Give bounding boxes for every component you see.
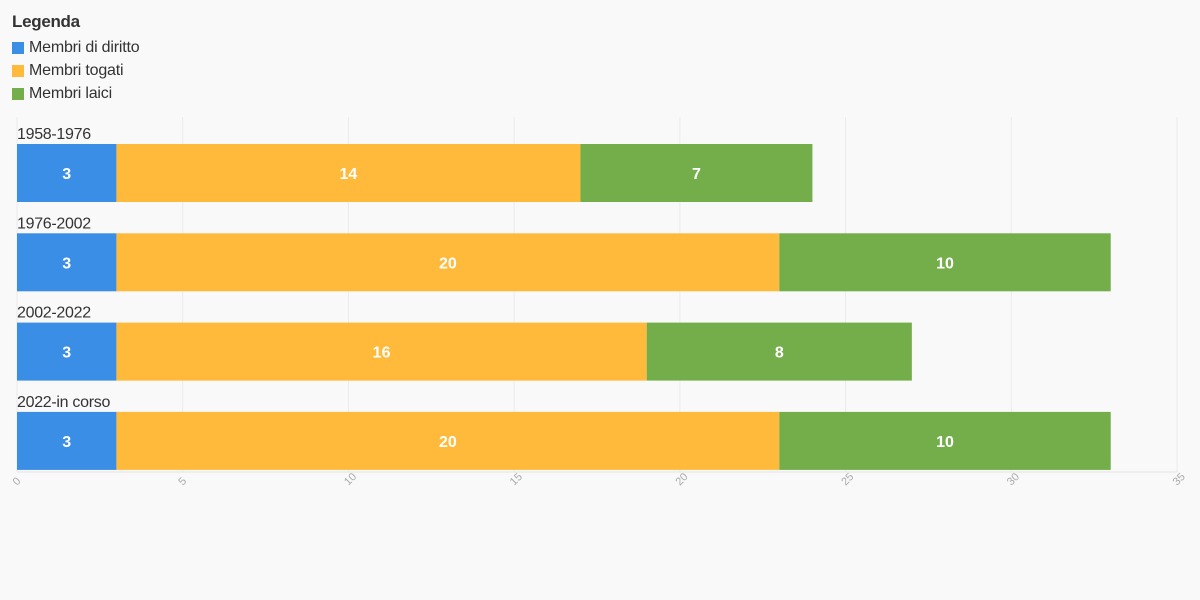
legend-swatch-diritto [12, 41, 24, 54]
bar-value-label: 3 [62, 166, 71, 183]
x-tick-label: 5 [176, 475, 189, 488]
category-label: 2002-2022 [17, 305, 91, 322]
legend-label-diritto: Membri di diritto [29, 38, 140, 56]
category-label: 2022-in corso [17, 394, 110, 411]
bar-segment [116, 322, 647, 381]
bar-segment [17, 411, 117, 470]
bar-value-label: 3 [62, 255, 71, 272]
bar-segment [779, 233, 1111, 292]
x-tick-label: 15 [508, 471, 525, 488]
bar-segment [17, 144, 117, 202]
x-tick-label: 10 [342, 471, 359, 488]
legend-label-laici: Membri laici [29, 84, 112, 102]
bar-value-label: 8 [775, 345, 784, 362]
bar-segment [116, 233, 780, 292]
x-tick-label: 20 [673, 471, 690, 488]
bar-value-label: 7 [692, 166, 701, 183]
legend-label-togati: Membri togati [29, 61, 124, 79]
bar-segment [116, 411, 780, 470]
bar-value-label: 10 [936, 255, 954, 272]
legend-item-diritto: Membri di diritto [12, 36, 140, 59]
legend: Legenda Membri di diritto Membri togati … [12, 12, 140, 105]
bar-segment [580, 144, 813, 202]
bar-value-label: 3 [62, 434, 71, 451]
bar-value-label: 14 [340, 166, 358, 183]
legend-item-togati: Membri togati [12, 59, 139, 82]
legend-swatch-togati [12, 64, 24, 77]
bar-value-label: 16 [373, 345, 391, 362]
category-label: 1958-1976 [17, 126, 91, 143]
bar-value-label: 20 [439, 434, 457, 451]
legend-swatch-laici [12, 87, 24, 100]
bar-value-label: 10 [936, 434, 954, 451]
bar-segment [779, 411, 1111, 470]
bar-value-label: 20 [439, 255, 457, 272]
category-label: 1976-2002 [17, 215, 91, 232]
x-tick-label: 30 [1005, 471, 1022, 488]
x-tick-label: 25 [839, 471, 856, 488]
x-tick-label: 35 [1171, 471, 1188, 488]
bar-segment [17, 233, 117, 292]
bar-segment [646, 322, 912, 381]
legend-title: Legenda [12, 12, 80, 31]
bar-value-label: 3 [62, 345, 71, 362]
bar-segment [116, 144, 581, 202]
bar-segment [17, 322, 117, 381]
legend-item-laici: Membri laici [12, 82, 139, 105]
x-tick-label: 0 [11, 475, 24, 488]
